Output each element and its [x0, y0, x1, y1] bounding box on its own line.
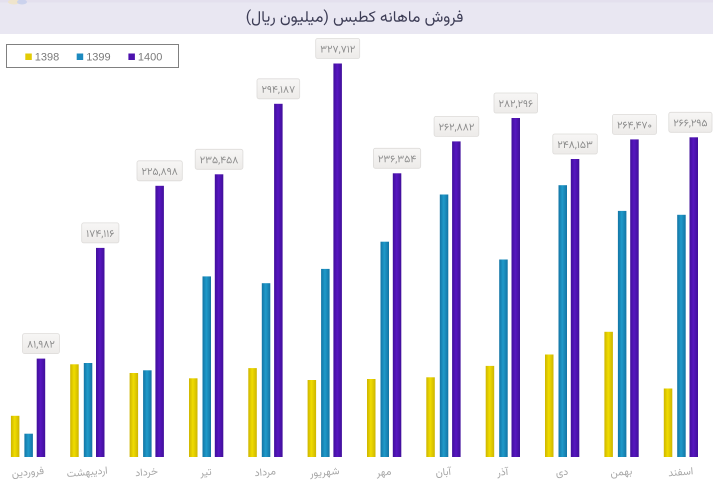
svg-text:1398: 1398	[35, 52, 59, 64]
svg-text:1400: 1400	[138, 52, 162, 64]
svg-text:1399: 1399	[86, 52, 110, 64]
